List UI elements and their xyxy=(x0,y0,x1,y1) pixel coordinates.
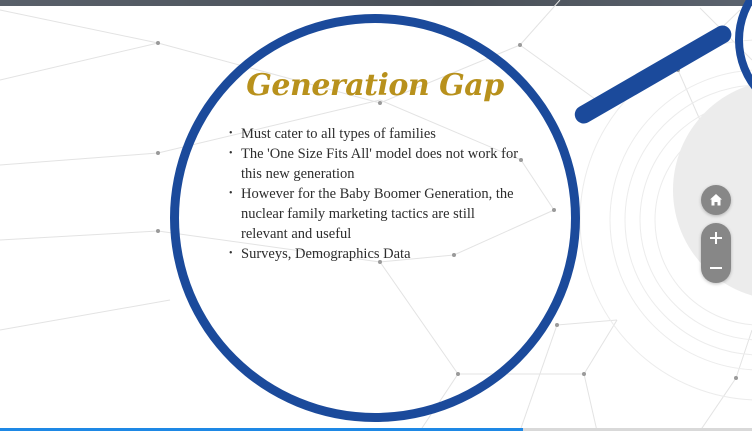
home-button[interactable] xyxy=(701,185,731,215)
slide-title: Generation Gap xyxy=(246,68,504,103)
bullet-list: Must cater to all types of families The … xyxy=(229,124,519,264)
home-icon xyxy=(710,194,722,206)
plus-icon xyxy=(710,232,722,244)
minus-icon xyxy=(710,267,722,269)
zoom-in-button[interactable] xyxy=(701,223,731,253)
bullet-item: Surveys, Demographics Data xyxy=(229,244,519,264)
slide-frame-circle xyxy=(170,14,580,422)
bullet-item: Must cater to all types of families xyxy=(229,124,519,144)
top-bar xyxy=(0,0,752,6)
zoom-out-button[interactable] xyxy=(701,253,731,283)
bullet-item: The 'One Size Fits All' model does not w… xyxy=(229,144,519,184)
bullet-item: However for the Baby Boomer Generation, … xyxy=(229,184,519,244)
zoom-controls xyxy=(701,223,731,283)
presentation-progress-bar xyxy=(0,428,523,431)
